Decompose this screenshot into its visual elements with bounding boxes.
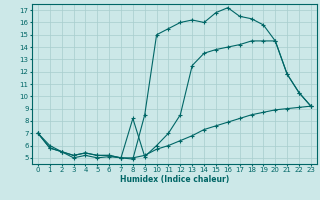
- X-axis label: Humidex (Indice chaleur): Humidex (Indice chaleur): [120, 175, 229, 184]
